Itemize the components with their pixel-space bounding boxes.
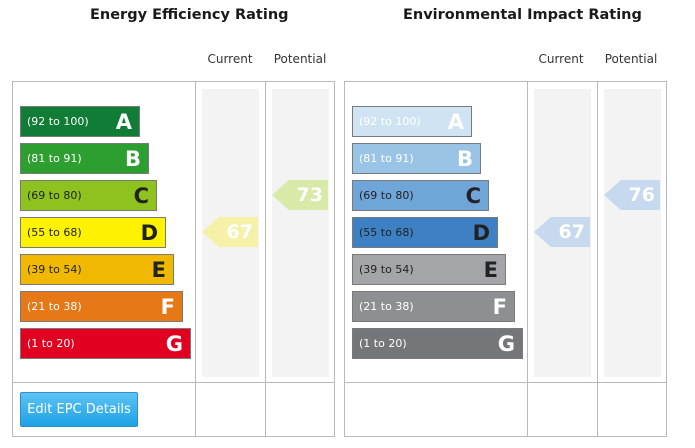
environmental-band-letter: F — [492, 295, 507, 319]
energy-band-e: (39 to 54) E — [20, 254, 174, 285]
environmental-potential-header: Potential — [604, 52, 658, 66]
energy-band-range: (21 to 38) — [27, 300, 82, 313]
energy-band-letter: G — [165, 332, 183, 356]
energy-band-range: (92 to 100) — [27, 115, 89, 128]
environmental-band-range: (81 to 91) — [359, 152, 414, 165]
environmental-band-range: (69 to 80) — [359, 189, 414, 202]
energy-band-letter: B — [124, 147, 141, 171]
environmental-band-b: (81 to 91) B — [352, 143, 481, 174]
energy-potential-track — [272, 89, 329, 377]
energy-band-range: (55 to 68) — [27, 226, 82, 239]
energy-band-range: (81 to 91) — [27, 152, 82, 165]
environmental-band-range: (21 to 38) — [359, 300, 414, 313]
environmental-potential-value: 76 — [628, 184, 655, 206]
environmental-band-a: (92 to 100) A — [352, 106, 472, 137]
energy-band-letter: E — [151, 258, 166, 282]
environmental-current-value: 67 — [558, 221, 585, 243]
environmental-current-header: Current — [538, 52, 584, 66]
environmental-rating-frame: (92 to 100) A (81 to 91) B (69 to 80) C (55 to… — [344, 81, 667, 437]
environmental-band-letter: D — [472, 221, 490, 245]
environmental-band-e: (39 to 54) E — [352, 254, 506, 285]
environmental-potential-track — [604, 89, 661, 377]
energy-band-letter: C — [133, 184, 149, 208]
energy-band-letter: A — [115, 110, 132, 134]
energy-current-header: Current — [207, 52, 253, 66]
energy-band-letter: F — [160, 295, 175, 319]
energy-band-range: (69 to 80) — [27, 189, 82, 202]
energy-rating-frame: (92 to 100) A (81 to 91) B (69 to 80) C (55 to… — [12, 81, 335, 437]
environmental-band-c: (69 to 80) C — [352, 180, 489, 211]
environmental-band-letter: G — [497, 332, 515, 356]
energy-potential-header: Potential — [273, 52, 327, 66]
energy-band-f: (21 to 38) F — [20, 291, 183, 322]
environmental-band-letter: E — [483, 258, 498, 282]
energy-band-b: (81 to 91) B — [20, 143, 149, 174]
energy-efficiency-title: Energy Efficiency Rating — [90, 7, 289, 23]
environmental-impact-title: Environmental Impact Rating — [403, 7, 642, 23]
environmental-band-f: (21 to 38) F — [352, 291, 515, 322]
energy-band-g: (1 to 20) G — [20, 328, 191, 359]
energy-band-c: (69 to 80) C — [20, 180, 157, 211]
energy-band-range: (1 to 20) — [27, 337, 75, 350]
energy-current-value: 67 — [226, 221, 253, 243]
environmental-band-letter: C — [465, 184, 481, 208]
energy-band-letter: D — [140, 221, 158, 245]
environmental-band-range: (55 to 68) — [359, 226, 414, 239]
environmental-band-letter: A — [447, 110, 464, 134]
environmental-band-d: (55 to 68) D — [352, 217, 498, 248]
energy-band-range: (39 to 54) — [27, 263, 82, 276]
edit-epc-details-button[interactable]: Edit EPC Details — [20, 392, 138, 427]
environmental-band-g: (1 to 20) G — [352, 328, 523, 359]
environmental-band-range: (39 to 54) — [359, 263, 414, 276]
energy-band-d: (55 to 68) D — [20, 217, 166, 248]
energy-band-a: (92 to 100) A — [20, 106, 140, 137]
environmental-band-letter: B — [456, 147, 473, 171]
environmental-band-range: (1 to 20) — [359, 337, 407, 350]
environmental-band-range: (92 to 100) — [359, 115, 421, 128]
energy-potential-value: 73 — [296, 184, 323, 206]
